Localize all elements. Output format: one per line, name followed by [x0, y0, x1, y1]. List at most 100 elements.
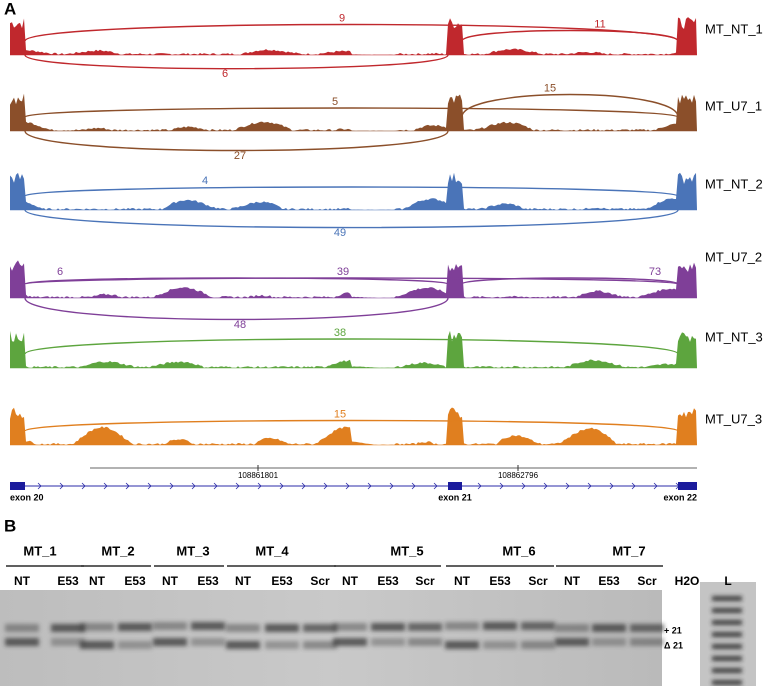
strand-arrow: [279, 482, 284, 490]
strand-arrow: [301, 482, 306, 490]
lane-label: Scr: [637, 574, 657, 588]
strand-arrow: [499, 482, 504, 490]
gel-band: [555, 638, 589, 646]
group-label: MT_2: [101, 543, 134, 558]
junction-arc: [24, 107, 679, 118]
junction-count: 73: [649, 266, 661, 278]
junction-arc: [24, 54, 449, 70]
ladder-band: [712, 656, 742, 661]
gel-band: [191, 622, 225, 630]
strand-arrow: [257, 482, 262, 490]
gel-band: [483, 641, 517, 649]
gel-band: [371, 623, 405, 631]
strand-arrow: [521, 482, 526, 490]
gel-band: [630, 624, 664, 632]
lane-label: E53: [377, 574, 399, 588]
exon-label: exon 20: [10, 492, 44, 502]
strand-arrow: [191, 482, 196, 490]
gel-band: [303, 624, 337, 632]
junction-arc: [24, 130, 449, 152]
junction-arc: [24, 209, 679, 229]
gel-band: [333, 623, 367, 631]
strand-arrow: [81, 482, 86, 490]
junction-arc: [24, 277, 449, 285]
band-label: Δ 21: [664, 640, 683, 650]
exon-box: [10, 482, 25, 490]
gel-band: [483, 622, 517, 630]
ladder-band: [712, 680, 742, 685]
lane-label: NT: [162, 574, 179, 588]
junction-count: 15: [334, 408, 346, 420]
panel-label: B: [4, 516, 16, 535]
junction-count: 38: [334, 327, 346, 339]
junction-arc: [461, 93, 679, 118]
junction-arc: [24, 23, 679, 42]
junction-count: 5: [332, 96, 338, 108]
strand-arrow: [543, 482, 548, 490]
junction-count: 6: [57, 266, 63, 278]
junction-count: 48: [234, 319, 246, 331]
lane-label: NT: [454, 574, 471, 588]
strand-arrow: [103, 482, 108, 490]
strand-arrow: [213, 482, 218, 490]
gel-band: [592, 638, 626, 646]
gel-band: [153, 638, 187, 646]
group-label: MT_4: [255, 543, 289, 558]
lane-label: E53: [598, 574, 620, 588]
lane-label: H2O: [675, 574, 700, 588]
ladder-band: [712, 644, 742, 649]
ladder-band: [712, 620, 742, 625]
ladder-band: [712, 668, 742, 673]
gel-band: [265, 624, 299, 632]
lane-label: Scr: [310, 574, 330, 588]
strand-arrow: [565, 482, 570, 490]
strand-arrow: [367, 482, 372, 490]
gel-band: [51, 624, 85, 632]
gel-band: [555, 624, 589, 632]
coverage: [10, 260, 697, 298]
strand-arrow: [389, 482, 394, 490]
exon-box: [448, 482, 462, 490]
band-label: + 21: [664, 625, 682, 635]
lane-label: L: [724, 574, 731, 588]
gel-band: [51, 638, 85, 646]
track-name: MT_NT_1: [705, 21, 763, 36]
gel-band: [118, 641, 152, 649]
gel-band: [5, 624, 39, 632]
exon-label: exon 22: [663, 492, 697, 502]
strand-arrow: [609, 482, 614, 490]
junction-arc: [24, 186, 679, 197]
junction-arc: [461, 277, 679, 285]
junction-count: 49: [334, 227, 346, 239]
gel-image: [0, 590, 662, 686]
gel-band: [303, 641, 337, 649]
track-name: MT_U7_1: [705, 98, 762, 113]
gel-band: [191, 638, 225, 646]
lane-label: E53: [197, 574, 219, 588]
strand-arrow: [345, 482, 350, 490]
junction-count: 11: [594, 18, 605, 30]
gel-band: [80, 623, 114, 631]
gel-band: [630, 638, 664, 646]
strand-arrow: [653, 482, 658, 490]
group-label: MT_7: [612, 543, 645, 558]
junction-arc: [461, 29, 679, 42]
junction-count: 27: [234, 150, 246, 162]
lane-label: NT: [89, 574, 106, 588]
gel-band: [226, 641, 260, 649]
coverage: [10, 407, 697, 445]
junction-count: 6: [222, 68, 228, 80]
strand-arrow: [169, 482, 174, 490]
strand-arrow: [323, 482, 328, 490]
junction-arc: [24, 338, 679, 355]
gel-band: [80, 641, 114, 649]
junction-count: 39: [337, 266, 349, 278]
gel-band: [592, 624, 626, 632]
group-label: MT_5: [390, 543, 423, 558]
lane-label: NT: [342, 574, 359, 588]
group-label: MT_3: [176, 543, 209, 558]
junction-count: 4: [202, 175, 208, 187]
gel-band: [408, 623, 442, 631]
gel-band: [333, 638, 367, 646]
